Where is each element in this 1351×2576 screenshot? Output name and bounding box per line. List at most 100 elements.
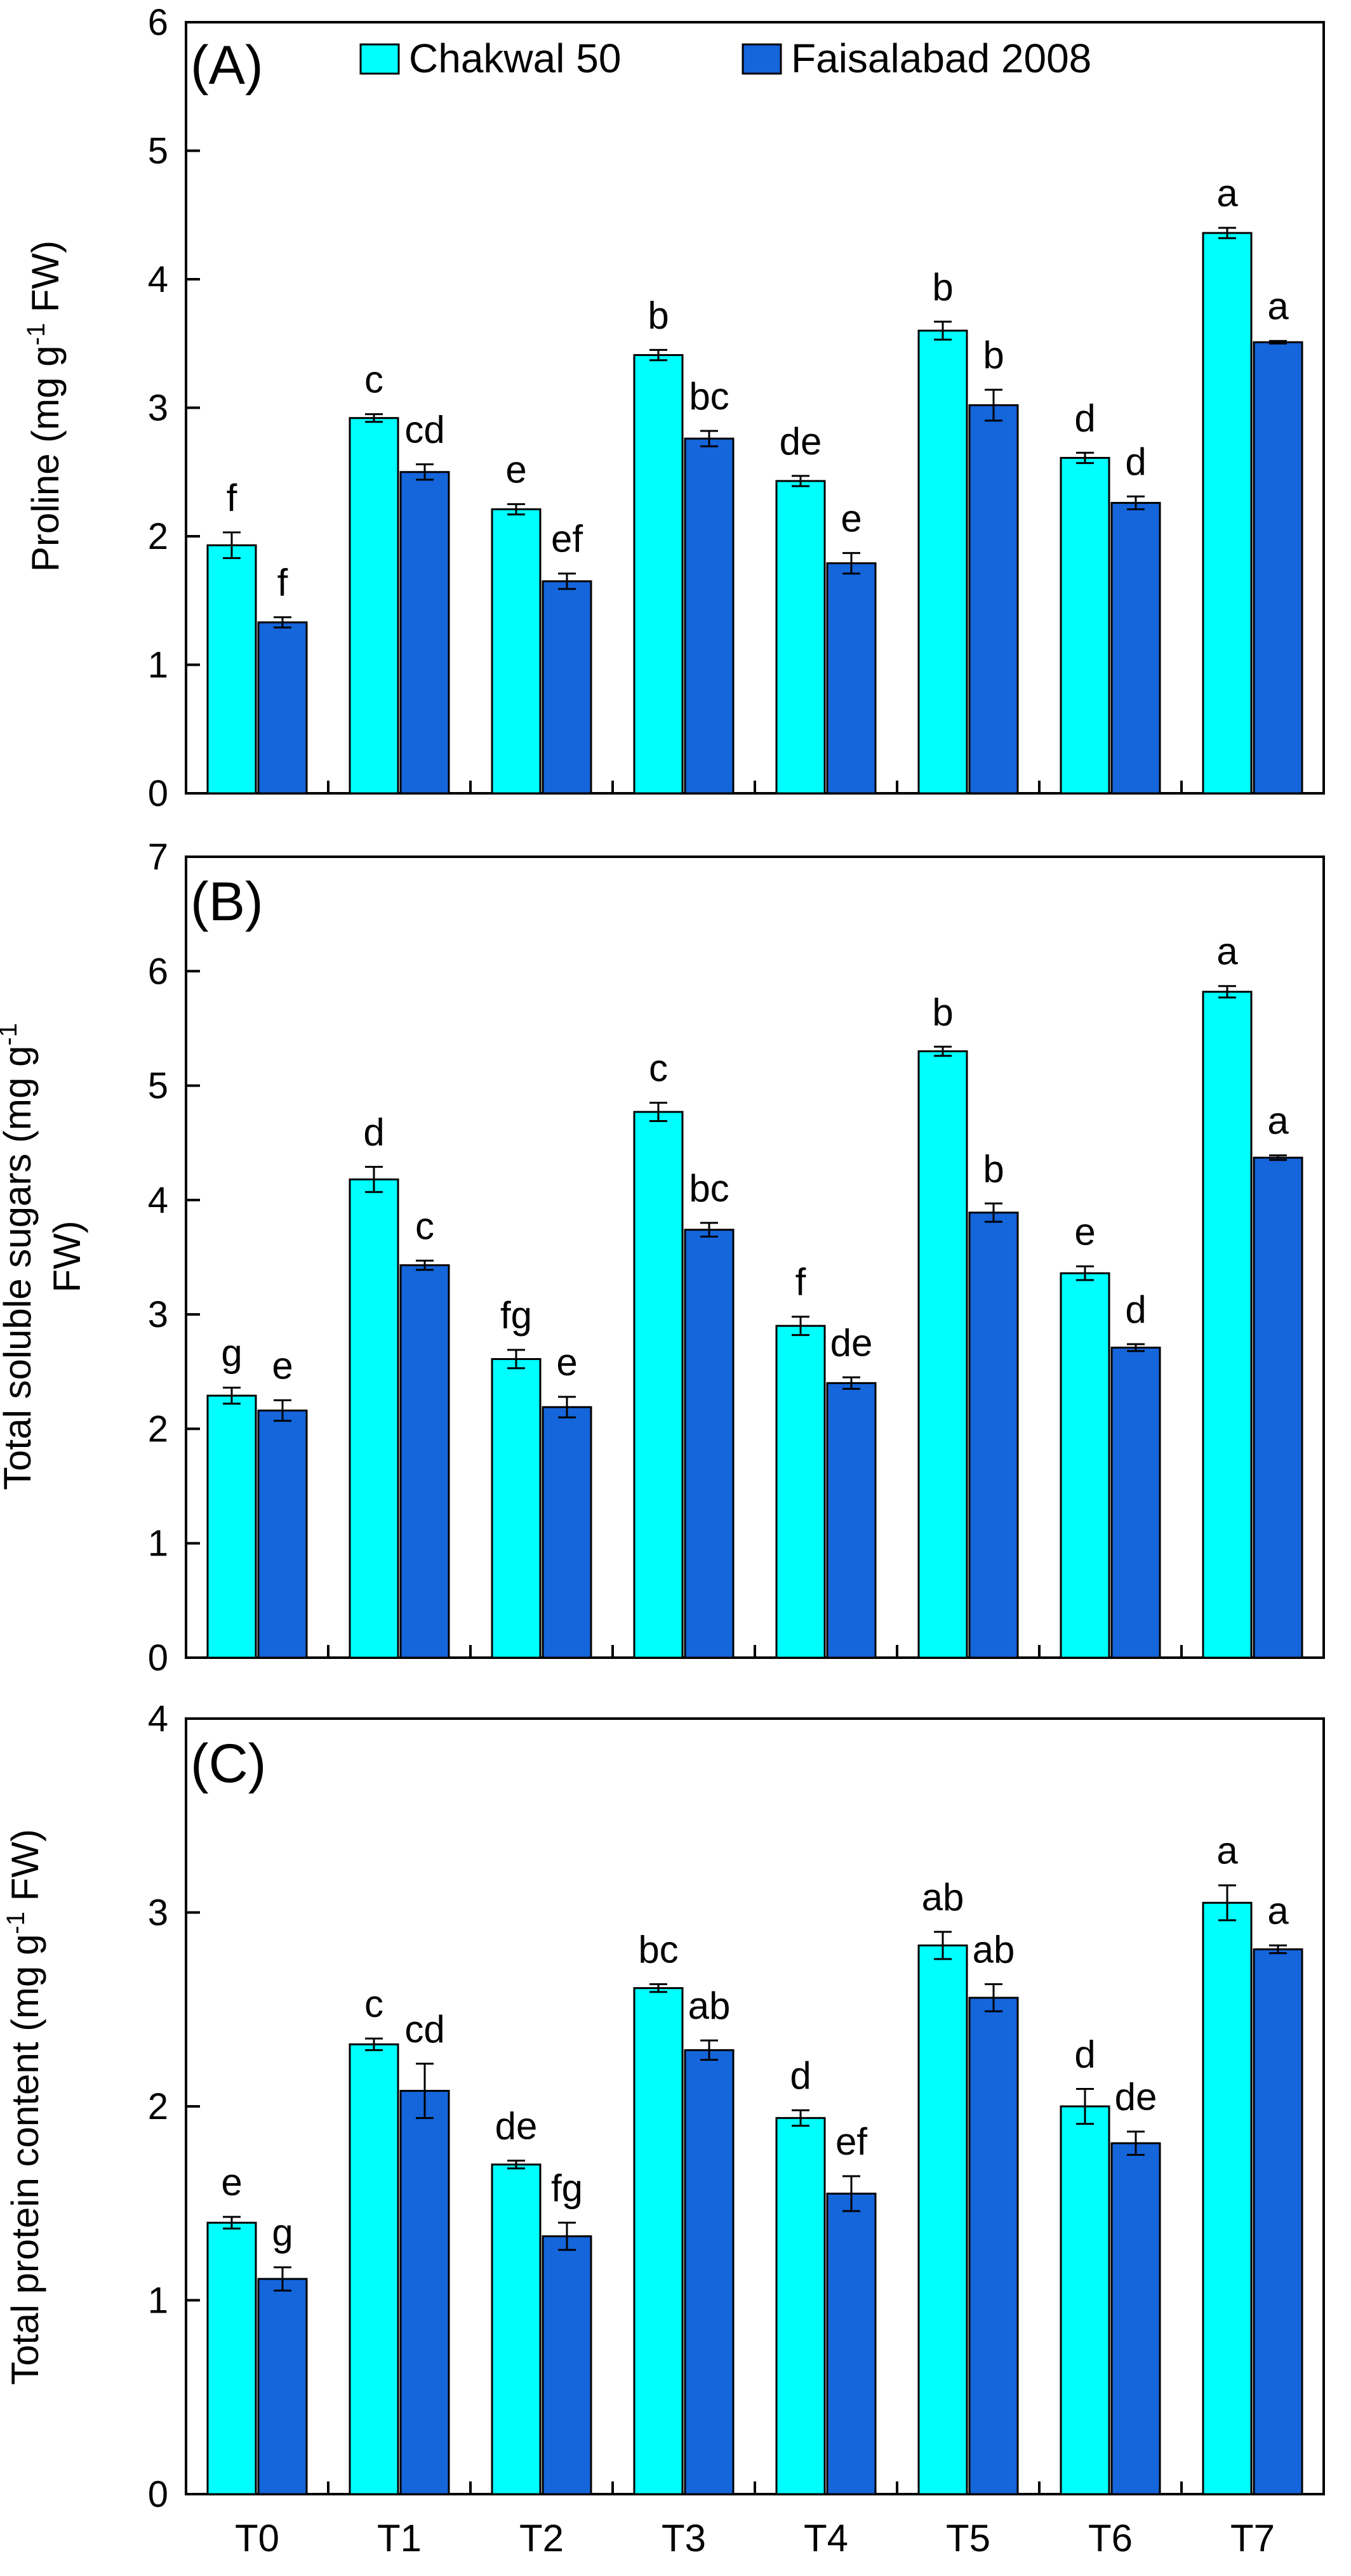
significance-letter: cd xyxy=(404,2008,444,2051)
bar-chakwal xyxy=(1060,2105,1110,2495)
significance-letter: f xyxy=(795,1261,806,1304)
bar-chakwal xyxy=(917,1944,968,2495)
chart-panel: 0 1 2 3 4 (C) Total protein content (mg g-1 FW… xyxy=(2,1698,1325,2515)
y-tick-label: 3 xyxy=(148,1892,168,1934)
x-category-label: T5 xyxy=(946,2517,990,2559)
bar-chakwal xyxy=(206,544,257,795)
bar-faisalabad xyxy=(399,471,450,795)
significance-letter: f xyxy=(277,562,288,604)
significance-letter: c xyxy=(364,359,383,401)
bar-faisalabad xyxy=(257,1410,308,1659)
significance-letter: a xyxy=(1267,1100,1289,1142)
bar-faisalabad xyxy=(257,621,308,795)
significance-letter: c xyxy=(364,1983,383,2025)
bar-chakwal xyxy=(491,2163,542,2495)
significance-letter: b xyxy=(983,334,1004,376)
bar-chakwal xyxy=(917,329,968,795)
significance-letter: e xyxy=(841,497,862,539)
x-category-label: T7 xyxy=(1230,2517,1275,2559)
bar-faisalabad xyxy=(826,562,877,795)
significance-letter: a xyxy=(1216,930,1238,973)
bar-faisalabad xyxy=(399,2090,450,2495)
significance-letter: d xyxy=(1125,1288,1146,1331)
legend-swatch-faisalabad xyxy=(742,43,782,75)
significance-letter: a xyxy=(1267,285,1289,327)
bar-chakwal xyxy=(491,1357,542,1659)
y-axis-label: Total soluble sugars (mg g-1FW) xyxy=(0,1023,88,1490)
bar-chakwal xyxy=(349,417,399,795)
significance-letter: g xyxy=(221,1332,242,1375)
bar-faisalabad xyxy=(1253,1948,1303,2495)
y-tick-label: 6 xyxy=(148,951,168,992)
x-axis-categories: T0 T1 T2 T3 T4 T5 T6 T7 xyxy=(235,2517,1275,2559)
significance-letter: d xyxy=(363,1111,384,1154)
significance-letter: bc xyxy=(689,1167,729,1210)
significance-letter: ab xyxy=(922,1876,964,1919)
bar-faisalabad xyxy=(684,2049,735,2495)
significance-letter: d xyxy=(1074,397,1095,439)
bar-chakwal xyxy=(206,1394,257,1659)
significance-letter: ef xyxy=(835,2120,867,2163)
bar-chakwal xyxy=(349,1178,399,1659)
y-axis-label: Total protein content (mg g-1 FW) xyxy=(2,1829,46,2385)
x-category-label: T6 xyxy=(1088,2517,1133,2559)
bar-faisalabad xyxy=(399,1264,450,1659)
bar-faisalabad xyxy=(968,1997,1019,2495)
bar-faisalabad xyxy=(684,1229,735,1659)
significance-letter: b xyxy=(983,1147,1004,1190)
bar-faisalabad xyxy=(1253,1156,1303,1659)
significance-letter: de xyxy=(1115,2076,1157,2118)
y-tick-label: 4 xyxy=(148,1698,168,1740)
significance-letter: bc xyxy=(638,1929,678,1971)
significance-letter: c xyxy=(415,1205,434,1247)
bar-faisalabad xyxy=(542,2235,592,2495)
bar-faisalabad xyxy=(1253,341,1303,795)
significance-letter: de xyxy=(780,420,822,463)
bar-chakwal xyxy=(349,2043,399,2495)
x-category-label: T4 xyxy=(804,2517,848,2559)
bar-chakwal xyxy=(206,2221,257,2495)
significance-letter: d xyxy=(1125,440,1146,483)
bar-chakwal xyxy=(633,1987,684,2495)
significance-letter: e xyxy=(221,2161,242,2203)
significance-letter: d xyxy=(1074,2033,1095,2076)
y-tick-label: 7 xyxy=(148,836,168,878)
bar-faisalabad xyxy=(826,1382,877,1659)
x-category-label: T0 xyxy=(235,2517,279,2559)
y-tick-label: 1 xyxy=(148,1523,168,1564)
bar-faisalabad xyxy=(684,437,735,795)
bar-chakwal xyxy=(775,2117,826,2495)
bar-faisalabad xyxy=(968,1212,1019,1659)
significance-letter: ab xyxy=(688,1985,731,2027)
bar-faisalabad xyxy=(826,2192,877,2495)
significance-letter: a xyxy=(1216,1830,1238,1872)
y-tick-label: 5 xyxy=(148,131,168,172)
significance-letter: fg xyxy=(551,2167,583,2209)
legend-label-faisalabad: Faisalabad 2008 xyxy=(791,36,1091,81)
significance-letter: d xyxy=(790,2054,811,2097)
legend-swatch-chakwal xyxy=(359,43,400,75)
significance-letter: b xyxy=(648,294,669,336)
bar-chakwal xyxy=(775,480,826,795)
significance-letter: e xyxy=(556,1341,577,1384)
bar-faisalabad xyxy=(968,404,1019,795)
bar-faisalabad xyxy=(542,580,592,795)
bar-faisalabad xyxy=(1110,2142,1161,2495)
bar-faisalabad xyxy=(1110,501,1161,795)
y-tick-label: 0 xyxy=(148,773,168,814)
y-tick-label: 3 xyxy=(148,1294,168,1335)
y-tick-label: 4 xyxy=(148,259,168,300)
y-tick-label: 4 xyxy=(148,1180,168,1221)
bar-chakwal xyxy=(1202,991,1253,1659)
significance-letter: bc xyxy=(689,375,729,418)
significance-letter: e xyxy=(272,1344,293,1387)
y-tick-label: 0 xyxy=(148,2474,168,2515)
legend-label-chakwal: Chakwal 50 xyxy=(409,36,621,81)
bar-chakwal xyxy=(633,353,684,795)
y-tick-label: 1 xyxy=(148,645,168,686)
bar-chakwal xyxy=(917,1050,968,1659)
significance-letter: b xyxy=(932,266,953,308)
significance-letter: a xyxy=(1267,1889,1289,1932)
